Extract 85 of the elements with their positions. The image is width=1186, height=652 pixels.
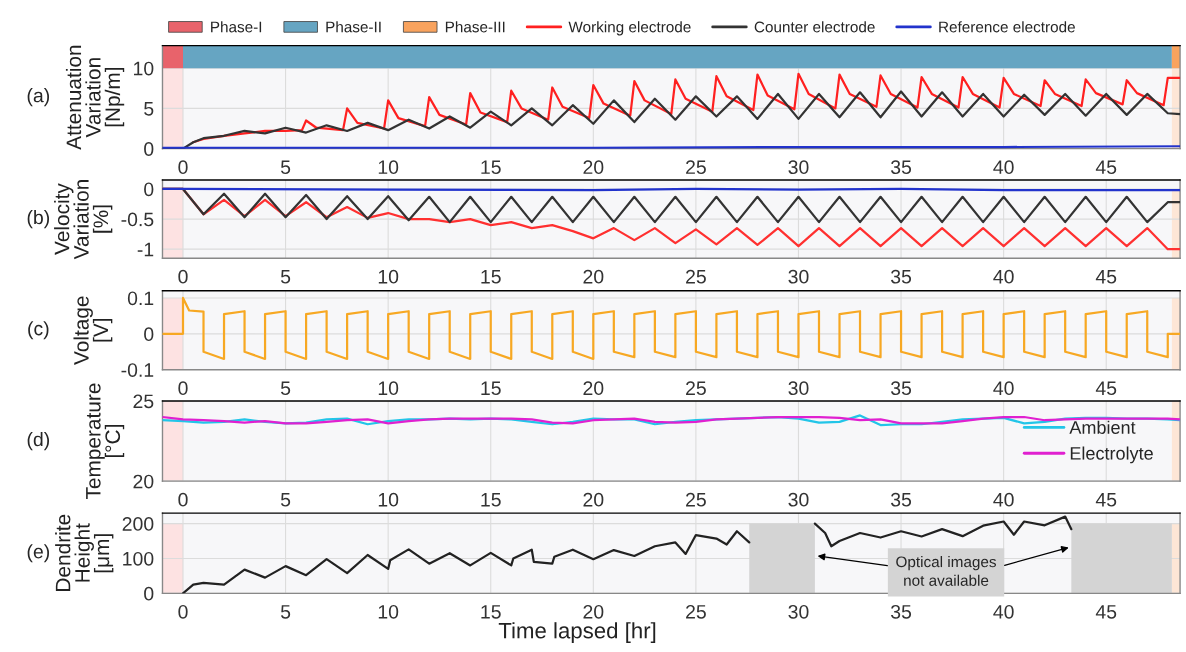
y-tick-label: 25	[133, 394, 154, 409]
y-tick-label: 200	[122, 517, 154, 531]
x-tick-label: 30	[788, 604, 809, 619]
x-tick-label: 30	[788, 269, 809, 284]
x-tick-label: 25	[686, 381, 706, 396]
y-axis-title: Voltage [V]	[73, 296, 113, 365]
x-tick-label: 0	[178, 604, 188, 619]
x-tick-label: 20	[583, 492, 604, 507]
x-tick-label: 45	[1095, 381, 1117, 396]
annotation: Optical images not available	[896, 556, 996, 586]
x-tick-label: 30	[788, 492, 809, 507]
legend-label: Phase-III	[445, 21, 505, 33]
x-tick-label: 35	[890, 381, 912, 396]
x-tick-label: 15	[481, 381, 501, 396]
x-tick-label: 40	[993, 269, 1014, 284]
x-tick-label: 5	[280, 605, 291, 619]
x-tick-label: 0	[178, 492, 188, 507]
y-axis-title: Attenuation Variation [Np/m]	[65, 45, 125, 150]
y-tick-label: 0.1	[127, 291, 154, 306]
x-axis-title: Time lapsed [hr]	[498, 622, 656, 643]
x-tick-label: 5	[280, 270, 291, 284]
y-tick-label: -0.1	[121, 363, 154, 377]
x-tick-label: 20	[583, 269, 604, 284]
legend-label: Reference electrode	[939, 21, 1075, 33]
x-tick-label: 15	[481, 605, 501, 619]
legend-label: Counter electrode	[754, 21, 875, 33]
x-tick-label: 15	[481, 270, 501, 284]
x-tick-label: 45	[1095, 270, 1117, 284]
x-tick-label: 35	[890, 492, 912, 507]
y-tick-label: 0	[144, 182, 154, 197]
x-tick-label: 35	[890, 160, 912, 175]
y-tick-label: 5	[144, 102, 154, 116]
line-series	[162, 296, 1181, 361]
x-tick-label: 35	[890, 604, 912, 619]
legend-label: Phase-II	[326, 21, 381, 33]
text: (c)	[28, 321, 49, 340]
x-tick-label: 40	[993, 492, 1014, 507]
x-tick-label: 5	[280, 381, 291, 396]
x-tick-label: 0	[178, 269, 188, 284]
x-tick-label: 30	[788, 160, 809, 175]
x-tick-label: 25	[686, 604, 706, 619]
y-axis-title: Temperature [°C]	[86, 383, 125, 500]
text: (a)	[27, 88, 50, 107]
y-tick-label: 0	[144, 142, 154, 156]
x-tick-label: 30	[788, 381, 809, 396]
x-tick-label: 35	[890, 269, 912, 284]
y-tick-label: 0	[144, 327, 154, 342]
x-tick-label: 25	[686, 269, 706, 284]
y-axis-title: Velocity Variation [%]	[54, 180, 113, 260]
x-tick-label: 45	[1095, 160, 1117, 175]
x-tick-label: 40	[993, 604, 1014, 619]
x-tick-label: 25	[686, 492, 706, 507]
x-tick-label: 5	[280, 493, 291, 507]
legend-label: Working electrode	[568, 21, 691, 36]
x-tick-label: 45	[1095, 605, 1117, 619]
y-axis-title: Dendrite Height [μm]	[55, 514, 114, 591]
x-tick-label: 20	[583, 604, 604, 619]
x-tick-label: 10	[378, 381, 399, 396]
x-tick-label: 15	[481, 493, 501, 507]
x-tick-label: 45	[1095, 493, 1117, 507]
x-tick-label: 40	[993, 160, 1014, 175]
x-tick-label: 0	[178, 381, 188, 396]
x-tick-label: 10	[378, 269, 399, 284]
x-tick-label: 25	[686, 160, 706, 175]
y-tick-label: -1	[137, 242, 154, 257]
y-tick-label: 20	[133, 474, 154, 489]
y-tick-label: 0	[144, 586, 154, 601]
text: (b)	[27, 210, 50, 229]
x-tick-label: 5	[280, 160, 291, 175]
x-tick-label: 20	[583, 160, 604, 175]
x-tick-label: 0	[178, 160, 188, 175]
text: (e)	[27, 544, 50, 563]
y-tick-label: 100	[123, 551, 154, 566]
y-tick-label: 10	[134, 61, 154, 76]
legend-label: Electrolyte	[1070, 446, 1153, 464]
text: (d)	[27, 432, 50, 451]
x-tick-label: 40	[993, 381, 1014, 396]
y-tick-label: -0.5	[121, 212, 154, 227]
x-tick-label: 10	[378, 492, 399, 507]
legend-label: Ambient	[1069, 420, 1136, 434]
x-tick-label: 10	[378, 160, 399, 175]
legend-label: Phase-I	[211, 21, 262, 33]
x-tick-label: 20	[583, 381, 604, 396]
x-tick-label: 10	[378, 604, 399, 619]
x-tick-label: 15	[481, 160, 501, 175]
